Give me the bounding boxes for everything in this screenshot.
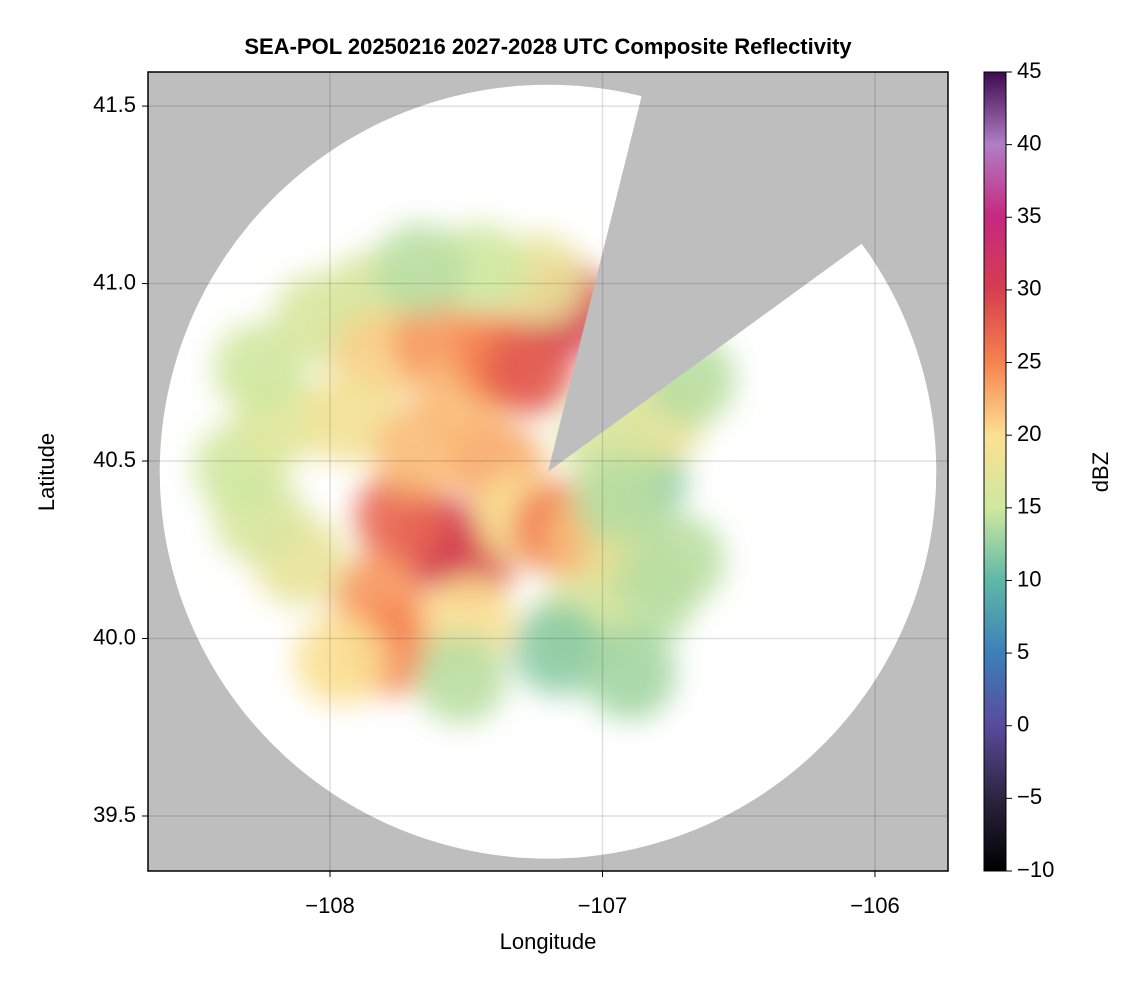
colorbar-tick-label: 45 (1017, 58, 1041, 83)
blocked-sector (548, 72, 948, 472)
colorbar-label: dBZ (1088, 452, 1113, 492)
echo-cell (583, 628, 676, 721)
echo-cell (373, 223, 466, 316)
colorbar-tick-label: −10 (1017, 857, 1054, 882)
colorbar-tick-label: 0 (1017, 712, 1029, 737)
y-axis-label: Latitude (34, 433, 59, 511)
echo-cell (373, 404, 466, 497)
echo-cell (303, 372, 396, 465)
y-tick-label: 39.5 (93, 802, 136, 827)
colorbar-tick-label: 15 (1017, 494, 1041, 519)
y-tick-label: 41.5 (93, 92, 136, 117)
colorbar-tick-label: −5 (1017, 784, 1042, 809)
plot-frame (147, 71, 949, 872)
colorbar-tick-label: 10 (1017, 566, 1041, 591)
y-tick-label: 40.5 (93, 447, 136, 472)
colorbar-tick-label: 40 (1017, 130, 1041, 155)
colorbar-tick-label: 5 (1017, 639, 1029, 664)
colorbar-tick-label: 25 (1017, 348, 1041, 373)
echo-blur (194, 223, 736, 724)
x-tick-label: −107 (578, 893, 628, 918)
chart-title: SEA-POL 20250216 2027-2028 UTC Composite… (244, 34, 852, 59)
echo-cell (512, 603, 605, 696)
echo-layer (194, 223, 736, 724)
colorbar (983, 71, 1007, 872)
plot-area (148, 72, 948, 871)
x-axis-label: Longitude (500, 929, 597, 954)
echo-cell (414, 631, 507, 724)
echo-cell (572, 454, 665, 547)
colorbar-tick-label: 20 (1017, 421, 1041, 446)
x-tick-label: −108 (305, 893, 355, 918)
y-tick-label: 41.0 (93, 269, 136, 294)
x-tick-label: −106 (850, 893, 900, 918)
colorbar-tick-label: 35 (1017, 203, 1041, 228)
echo-cell (294, 613, 387, 706)
y-tick-label: 40.0 (93, 624, 136, 649)
colorbar-tick-label: 30 (1017, 276, 1041, 301)
